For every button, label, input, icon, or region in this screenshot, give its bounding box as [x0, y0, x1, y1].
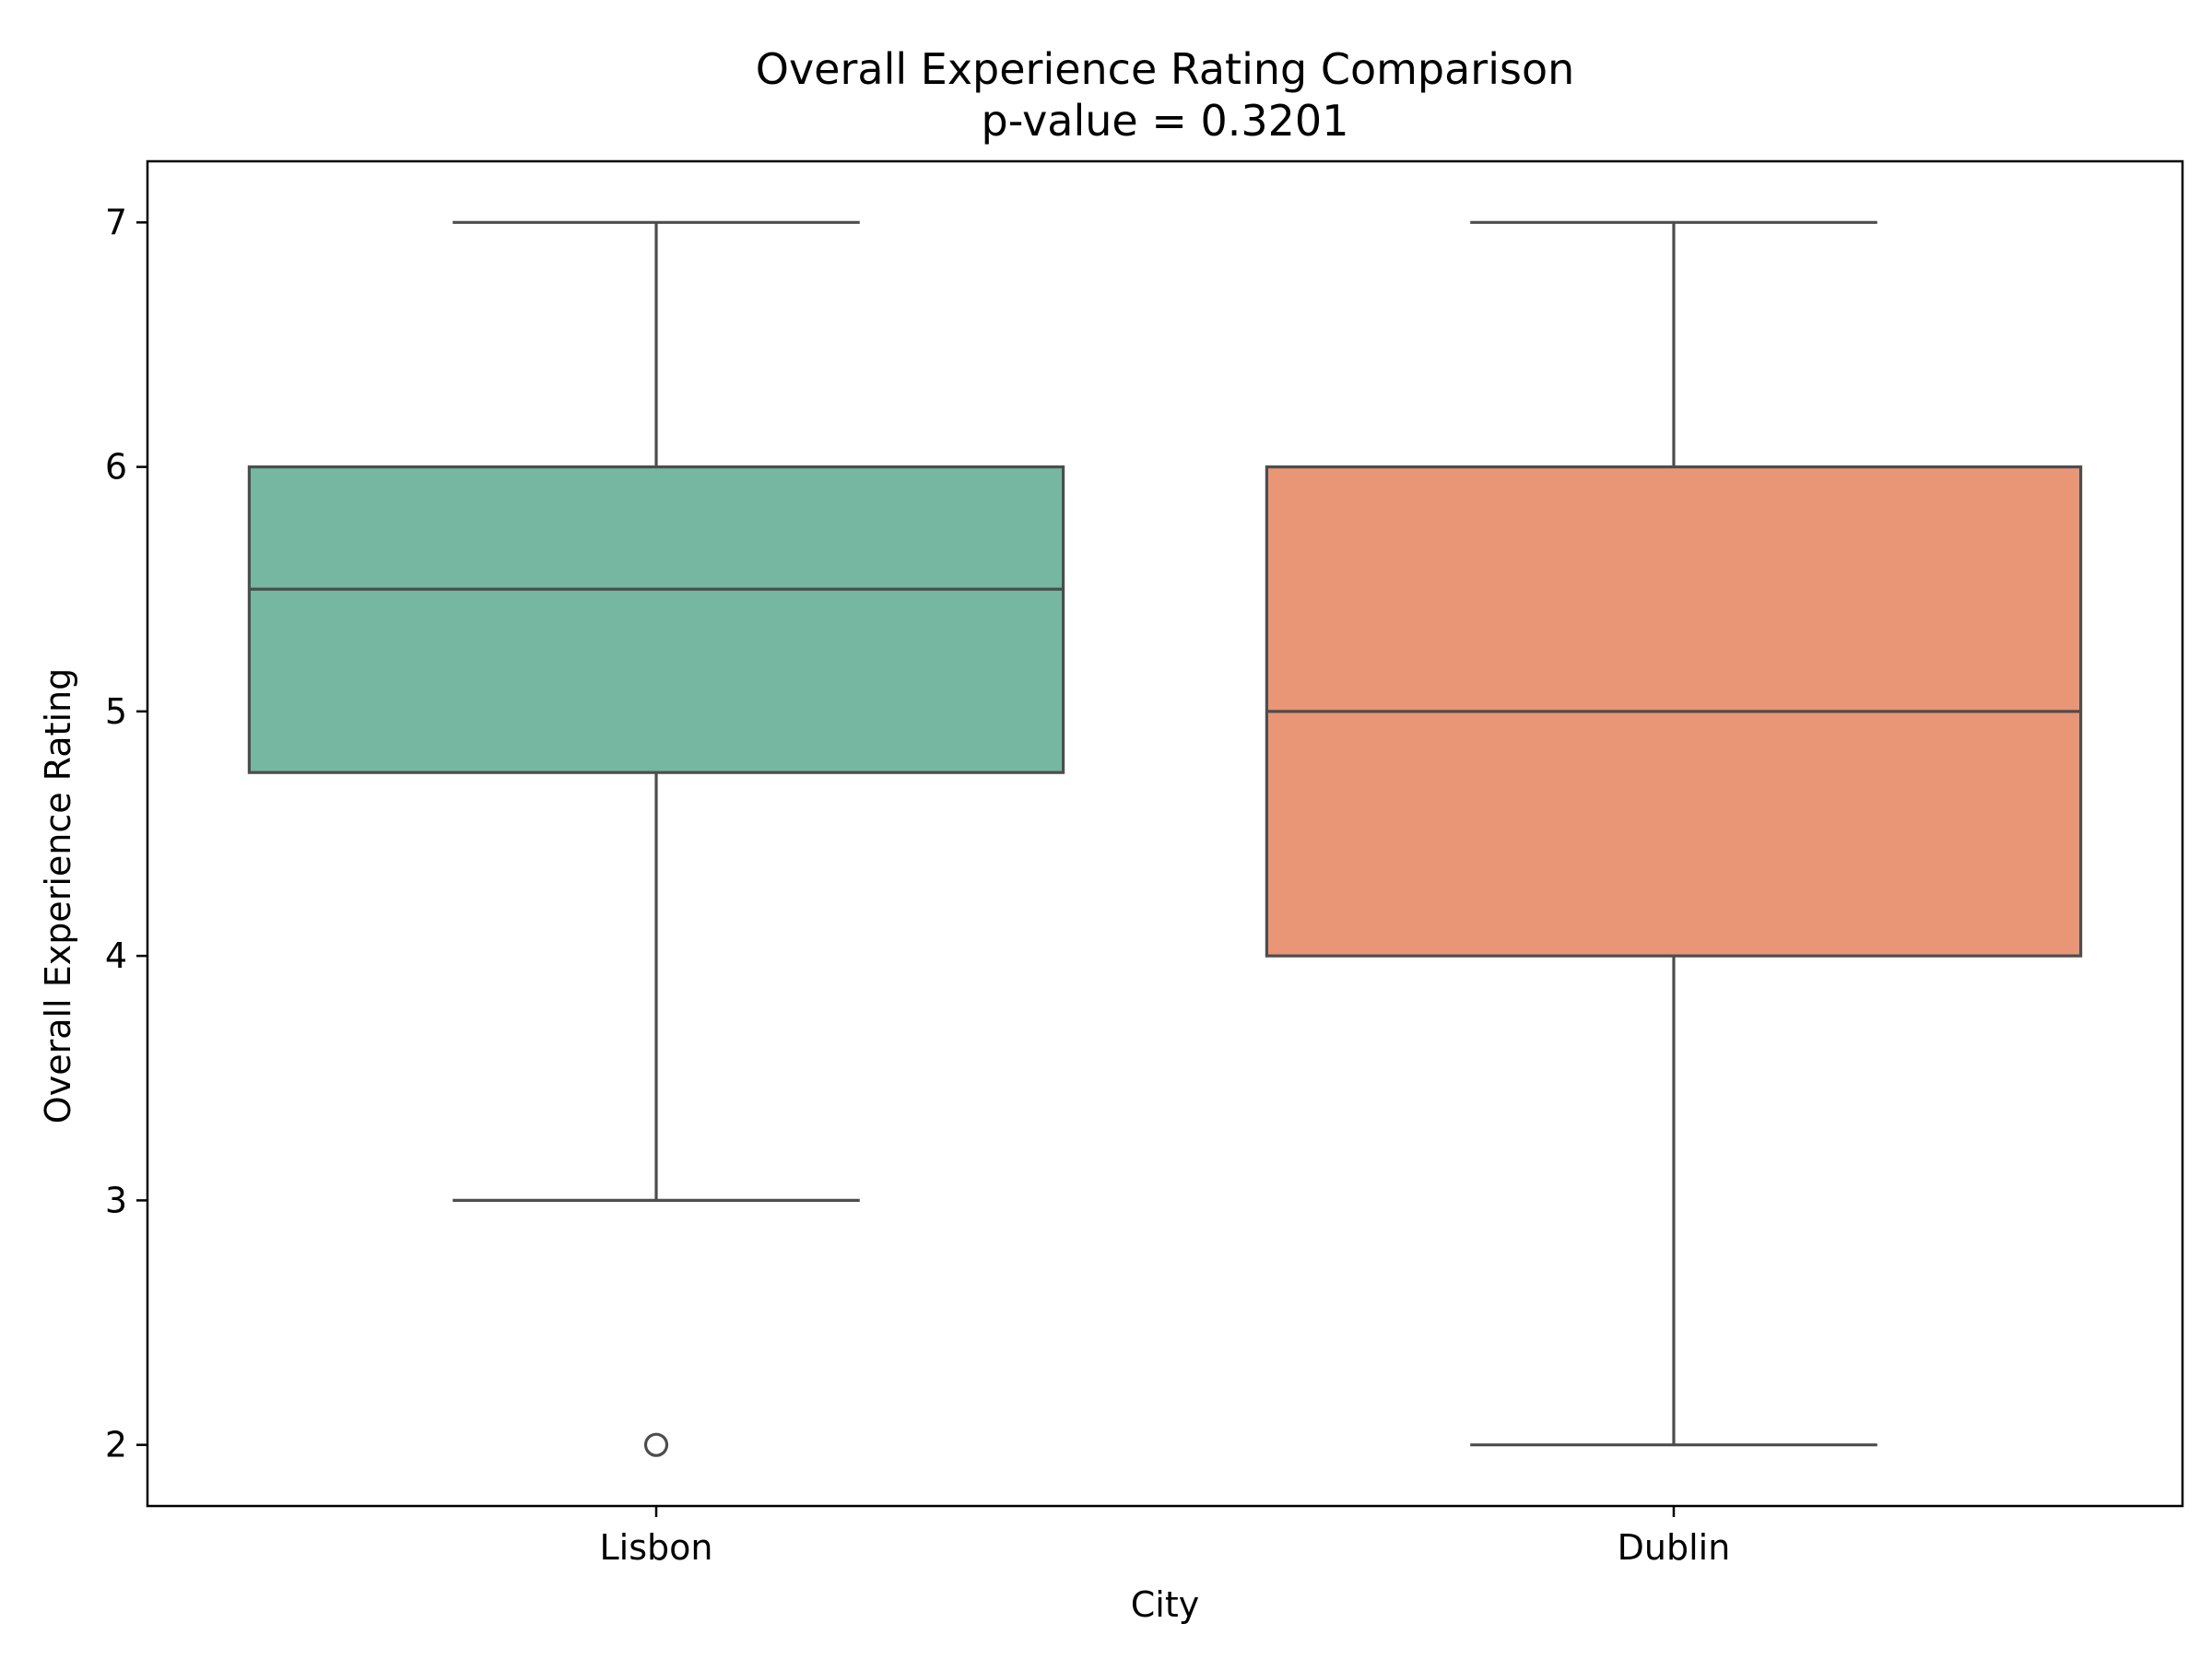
chart-subtitle: p-value = 0.3201 — [982, 96, 1349, 146]
box-lisbon — [247, 465, 1065, 774]
y-tick-label: 4 — [105, 935, 127, 976]
y-tick-label: 3 — [105, 1180, 127, 1220]
y-tick-label: 5 — [105, 691, 127, 732]
x-tick-label-lisbon: Lisbon — [600, 1527, 713, 1568]
y-tick-label: 2 — [105, 1425, 127, 1465]
box-group-dublin — [1265, 220, 2083, 1447]
y-axis: 2 3 4 5 6 7 — [105, 202, 147, 1465]
plot-frame — [146, 159, 2184, 1508]
chart-title: Overall Experience Rating Comparison — [756, 44, 1575, 94]
x-tick-label-dublin: Dublin — [1618, 1527, 1731, 1568]
x-axis-label: City — [1131, 1584, 1199, 1625]
y-tick-label: 7 — [105, 202, 127, 242]
plot-area — [247, 220, 2083, 1457]
y-tick-label: 6 — [105, 447, 127, 488]
y-axis-label: Overall Experience Rating — [38, 668, 78, 1124]
outlier-point-lisbon — [643, 1432, 669, 1457]
x-axis: Lisbon Dublin — [600, 1506, 1731, 1568]
box-group-lisbon — [247, 220, 1065, 1457]
